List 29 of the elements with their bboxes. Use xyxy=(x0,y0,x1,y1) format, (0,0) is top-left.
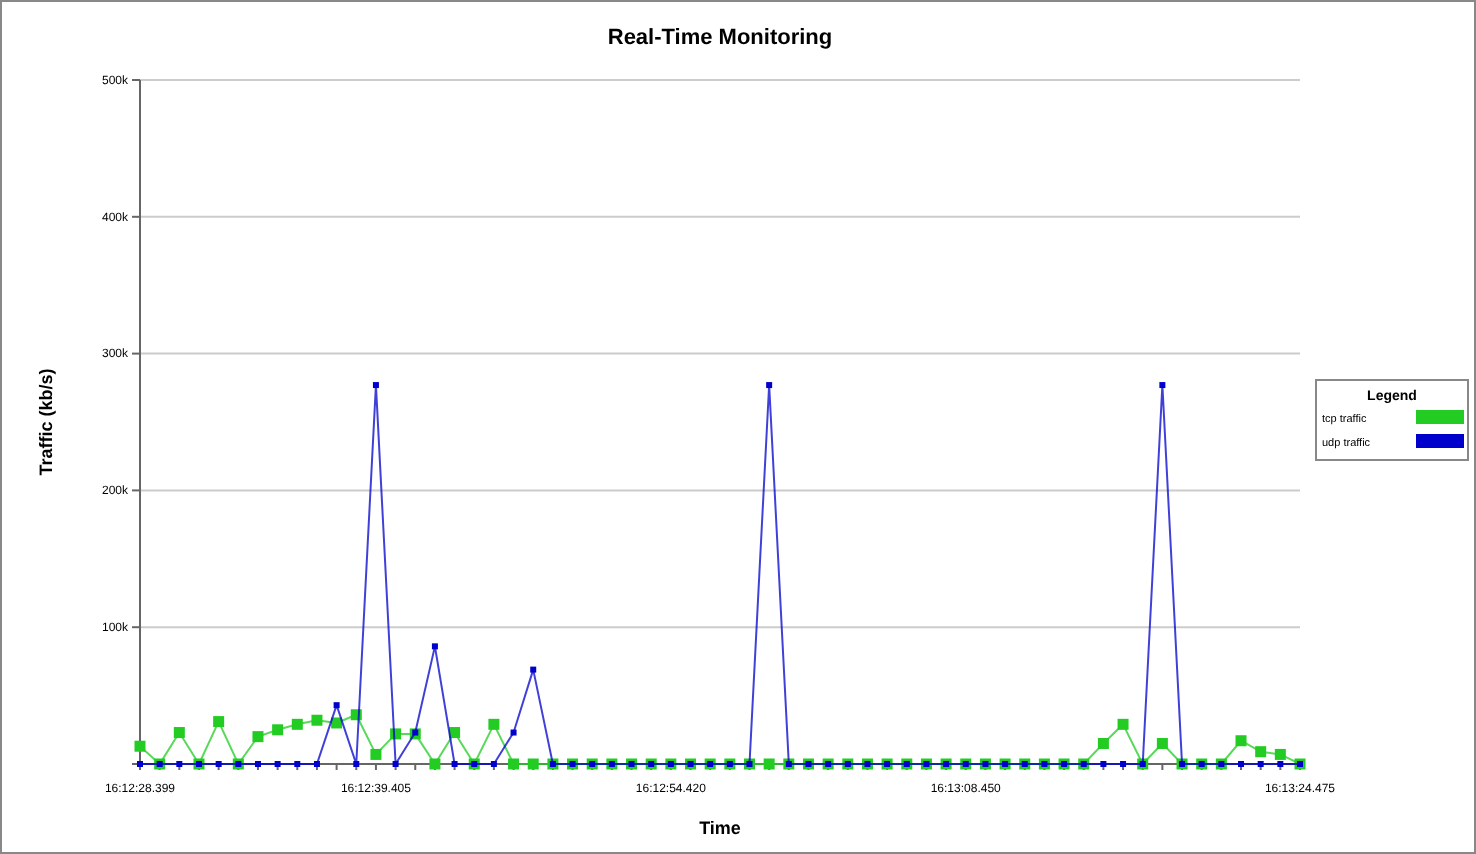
point xyxy=(488,718,500,730)
point xyxy=(1156,737,1168,749)
point xyxy=(1117,718,1129,730)
point xyxy=(213,716,225,728)
point xyxy=(530,666,537,673)
point xyxy=(763,758,775,770)
point xyxy=(311,714,323,726)
y-axis-title: Traffic (kb/s) xyxy=(36,368,56,476)
point xyxy=(370,748,382,760)
point xyxy=(272,724,284,736)
point xyxy=(508,758,520,770)
point xyxy=(429,758,441,770)
point xyxy=(1097,737,1109,749)
point xyxy=(372,382,379,389)
point xyxy=(527,758,539,770)
point xyxy=(291,718,303,730)
point xyxy=(173,727,185,739)
point xyxy=(766,382,773,389)
chart-title: Real-Time Monitoring xyxy=(607,26,833,50)
point xyxy=(1159,382,1166,389)
point xyxy=(1255,746,1267,758)
point xyxy=(431,643,438,650)
point xyxy=(252,731,264,743)
x-axis-title: Time xyxy=(699,818,741,838)
point xyxy=(510,729,517,736)
point xyxy=(134,740,146,752)
point xyxy=(1274,748,1286,760)
point xyxy=(333,702,340,709)
point xyxy=(1235,735,1247,747)
